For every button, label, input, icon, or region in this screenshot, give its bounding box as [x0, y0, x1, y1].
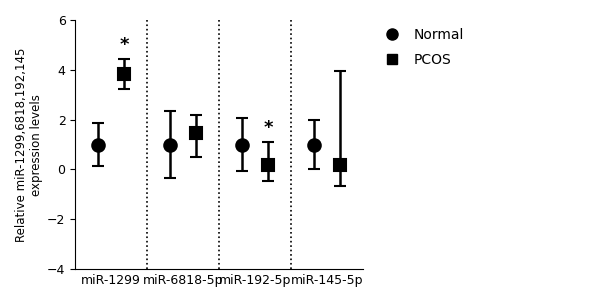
Text: *: *: [263, 119, 273, 137]
Legend: Normal, PCOS: Normal, PCOS: [373, 22, 469, 72]
Text: *: *: [119, 36, 129, 54]
Y-axis label: Relative miR-1299,6818,192,145
expression levels: Relative miR-1299,6818,192,145 expressio…: [15, 47, 43, 242]
